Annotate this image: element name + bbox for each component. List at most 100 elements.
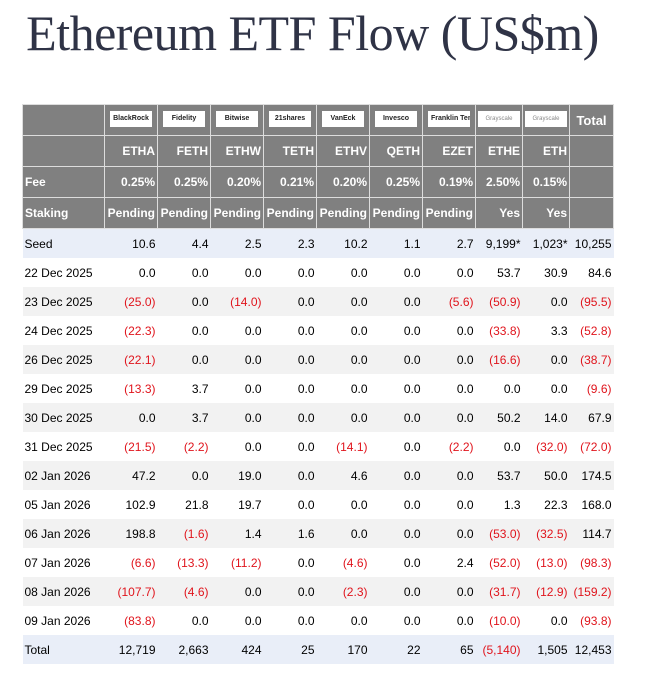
table-row: 24 Dec 2025 (22.3) 0.0 0.0 0.0 0.0 0.0 0.0 (33.8… [22,316,614,345]
row-label: 24 Dec 2025 [22,316,105,345]
staking-value: Pending [316,197,370,229]
staking-value: Pending [422,197,476,229]
flow-value: 22.3 [522,490,570,519]
table-row: 08 Jan 2026 (107.7) (4.6) 0.0 0.0 (2.3) 0.0 0.0… [22,577,614,606]
flow-value: 30.9 [522,258,570,287]
flow-value: (53.0) [475,519,523,548]
table-row: Seed 10.6 4.4 2.5 2.3 10.2 1.1 2.7 9,199* 1,023* 1… [22,228,614,258]
flow-value: 0.0 [522,374,570,403]
flow-value: 0.0 [210,258,264,287]
flow-value: 0.0 [369,490,423,519]
table-row: 23 Dec 2025 (25.0) 0.0 (14.0) 0.0 0.0 0.0 (5.6)… [22,287,614,316]
flow-value: (2.2) [422,432,476,461]
flow-value: 0.0 [157,258,211,287]
staking-value: Pending [157,197,211,229]
flow-value: 67.9 [569,403,614,432]
table-row: 26 Dec 2025 (22.1) 0.0 0.0 0.0 0.0 0.0 0.0 (16.6… [22,345,614,374]
issuer-logo: 21shares [269,110,311,127]
flow-value: (14.0) [210,287,264,316]
flow-value: (38.7) [569,345,614,374]
flow-value: 0.0 [210,606,264,635]
flow-value: 1.1 [369,228,423,258]
page-title: Ethereum ETF Flow (US$m) [26,5,599,61]
flow-value: 3.7 [157,403,211,432]
flow-value: (22.3) [104,316,158,345]
ticker-row: ETHA FETH ETHW TETH ETHV QETH EZET ETHE ETH [22,135,614,167]
flow-value: 0.0 [263,548,317,577]
flow-value: 0.0 [422,577,476,606]
flow-value: 174.5 [569,461,614,490]
ticker-header: ETHA [104,135,158,167]
flow-value: 102.9 [104,490,158,519]
fee-value: 2.50% [475,166,523,198]
staking-label: Staking [22,197,105,229]
ticker-label [22,135,105,167]
issuer-logo-cell: 21shares [263,104,317,136]
row-label: 22 Dec 2025 [22,258,105,287]
flow-value: 0.0 [263,316,317,345]
issuer-logo-cell: Grayscale [522,104,570,136]
flow-value: 0.0 [316,490,370,519]
flow-value: (2.3) [316,577,370,606]
flow-value: 1.4 [210,519,264,548]
flow-value: 1,023* [522,228,570,258]
flow-value: 0.0 [369,287,423,316]
flow-value: 0.0 [369,577,423,606]
flow-value: 21.8 [157,490,211,519]
flow-value: (13.0) [522,548,570,577]
row-label: 09 Jan 2026 [22,606,105,635]
flow-value: 65 [422,635,476,664]
table-row: 05 Jan 2026 102.9 21.8 19.7 0.0 0.0 0.0 0.0 1.3 2… [22,490,614,519]
flow-value: 10.2 [316,228,370,258]
flow-value: 2.7 [422,228,476,258]
flow-value: 0.0 [369,316,423,345]
staking-value: Pending [210,197,264,229]
flow-value: 50.2 [475,403,523,432]
flow-value: 424 [210,635,264,664]
staking-value: Yes [522,197,570,229]
flow-value: (50.9) [475,287,523,316]
issuer-logo: VanEck [322,110,364,127]
issuer-logo-cell: Invesco [369,104,423,136]
flow-value: (2.2) [157,432,211,461]
flow-value: 19.7 [210,490,264,519]
fee-value: 0.19% [422,166,476,198]
flow-value: 1,505 [522,635,570,664]
flow-value: (107.7) [104,577,158,606]
flow-value: 0.0 [522,345,570,374]
flow-value: 0.0 [316,403,370,432]
flow-value: 53.7 [475,258,523,287]
flow-value: 0.0 [316,606,370,635]
flow-value: 0.0 [210,316,264,345]
flow-value: (13.3) [157,548,211,577]
flow-value: 0.0 [104,403,158,432]
flow-value: 0.0 [369,403,423,432]
flow-value: 12,719 [104,635,158,664]
issuer-logo-cell: VanEck [316,104,370,136]
staking-value: Yes [475,197,523,229]
flow-value: 0.0 [422,490,476,519]
flow-value: 2,663 [157,635,211,664]
flow-value: 2.3 [263,228,317,258]
flow-value: (1.6) [157,519,211,548]
flow-value: 0.0 [316,287,370,316]
flow-value: 0.0 [422,519,476,548]
flow-value: 2.4 [422,548,476,577]
ticker-header: ETH [522,135,570,167]
row-label: 26 Dec 2025 [22,345,105,374]
flow-value: 50.0 [522,461,570,490]
flow-value: (14.1) [316,432,370,461]
flow-value: (4.6) [316,548,370,577]
row-label: Seed [22,228,105,258]
flow-value: 0.0 [316,258,370,287]
flow-value: (83.8) [104,606,158,635]
flow-value: 84.6 [569,258,614,287]
flow-value: 0.0 [263,258,317,287]
row-label: 31 Dec 2025 [22,432,105,461]
empty [569,135,614,167]
flow-value: 0.0 [263,345,317,374]
flow-value: (16.6) [475,345,523,374]
issuer-logo: Franklin Templeton [428,110,470,127]
flow-value: 0.0 [263,403,317,432]
staking-row: Staking Pending Pending Pending Pending Pendi… [22,197,614,229]
